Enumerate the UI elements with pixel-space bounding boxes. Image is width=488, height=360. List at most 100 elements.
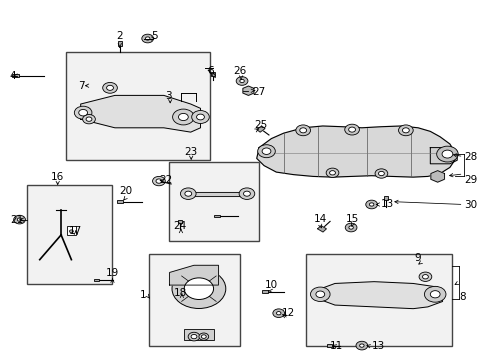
Text: 12: 12: [281, 307, 295, 318]
Circle shape: [345, 223, 356, 232]
Circle shape: [191, 334, 197, 339]
Text: 1: 1: [140, 290, 146, 300]
Polygon shape: [81, 95, 200, 132]
Circle shape: [418, 272, 431, 282]
FancyBboxPatch shape: [117, 41, 122, 46]
Circle shape: [295, 125, 310, 136]
Circle shape: [368, 203, 373, 206]
FancyBboxPatch shape: [117, 200, 123, 203]
Text: 5: 5: [151, 31, 158, 41]
Circle shape: [348, 127, 355, 132]
Circle shape: [398, 125, 412, 136]
Text: 28: 28: [464, 152, 477, 162]
Circle shape: [310, 287, 329, 301]
Circle shape: [102, 82, 117, 93]
Text: 21: 21: [10, 215, 23, 225]
Circle shape: [188, 332, 200, 341]
FancyBboxPatch shape: [12, 74, 19, 77]
Bar: [27, 185, 112, 284]
Text: 14: 14: [313, 214, 326, 224]
Circle shape: [424, 286, 445, 302]
Circle shape: [236, 77, 247, 85]
Circle shape: [374, 169, 387, 178]
FancyBboxPatch shape: [94, 279, 99, 282]
Text: 24: 24: [173, 221, 186, 231]
Text: 16: 16: [51, 172, 64, 182]
Bar: [149, 254, 239, 346]
Text: 8: 8: [459, 292, 466, 302]
Bar: [66, 52, 210, 160]
Circle shape: [201, 335, 206, 338]
Circle shape: [156, 179, 162, 183]
Text: 10: 10: [264, 280, 277, 290]
Circle shape: [145, 37, 150, 40]
Circle shape: [315, 291, 324, 297]
Text: 4: 4: [10, 71, 17, 81]
Polygon shape: [317, 226, 325, 232]
Text: 19: 19: [105, 268, 119, 278]
Bar: [168, 162, 259, 241]
Circle shape: [276, 311, 281, 315]
FancyBboxPatch shape: [384, 196, 387, 200]
Circle shape: [184, 278, 213, 300]
Circle shape: [402, 128, 408, 133]
Circle shape: [365, 200, 377, 209]
FancyBboxPatch shape: [210, 72, 214, 76]
Circle shape: [199, 333, 208, 340]
Circle shape: [436, 146, 457, 162]
Circle shape: [329, 171, 335, 175]
Circle shape: [106, 85, 113, 90]
Text: 3: 3: [165, 91, 172, 101]
Text: 26: 26: [232, 66, 246, 76]
Circle shape: [191, 111, 209, 123]
Circle shape: [17, 218, 22, 221]
Text: 13: 13: [380, 199, 393, 210]
Text: 7: 7: [78, 81, 85, 91]
Text: 6: 6: [206, 66, 213, 76]
Circle shape: [180, 188, 196, 199]
Circle shape: [257, 145, 275, 158]
Polygon shape: [256, 126, 264, 132]
Text: 13: 13: [371, 341, 384, 351]
Text: 9: 9: [414, 253, 421, 263]
Circle shape: [74, 106, 92, 119]
Circle shape: [239, 188, 254, 199]
Text: 22: 22: [159, 175, 172, 185]
Circle shape: [239, 79, 244, 83]
Circle shape: [359, 344, 364, 347]
Circle shape: [429, 291, 439, 298]
Bar: [305, 254, 451, 346]
Circle shape: [172, 109, 194, 125]
Circle shape: [82, 114, 95, 124]
Circle shape: [348, 226, 353, 229]
Circle shape: [422, 275, 427, 279]
FancyBboxPatch shape: [262, 290, 267, 293]
FancyBboxPatch shape: [326, 344, 331, 347]
Polygon shape: [315, 282, 442, 309]
Circle shape: [325, 168, 338, 177]
Circle shape: [86, 117, 92, 121]
FancyBboxPatch shape: [214, 215, 219, 217]
Text: 15: 15: [345, 214, 358, 224]
Polygon shape: [429, 148, 456, 164]
Text: 17: 17: [69, 226, 82, 236]
Text: 29: 29: [464, 175, 477, 185]
Polygon shape: [243, 86, 253, 95]
Circle shape: [355, 341, 367, 350]
Circle shape: [142, 34, 153, 43]
Circle shape: [344, 124, 359, 135]
Text: 2: 2: [116, 31, 123, 41]
Polygon shape: [430, 171, 444, 182]
Text: 11: 11: [329, 341, 343, 351]
Circle shape: [69, 230, 73, 233]
Circle shape: [299, 128, 306, 133]
Circle shape: [378, 171, 384, 176]
Circle shape: [79, 109, 87, 116]
FancyBboxPatch shape: [178, 220, 182, 223]
Text: 30: 30: [464, 200, 477, 210]
Circle shape: [196, 114, 204, 120]
Circle shape: [243, 191, 250, 196]
Circle shape: [272, 309, 284, 318]
Circle shape: [172, 269, 225, 309]
Text: 18: 18: [174, 288, 187, 298]
